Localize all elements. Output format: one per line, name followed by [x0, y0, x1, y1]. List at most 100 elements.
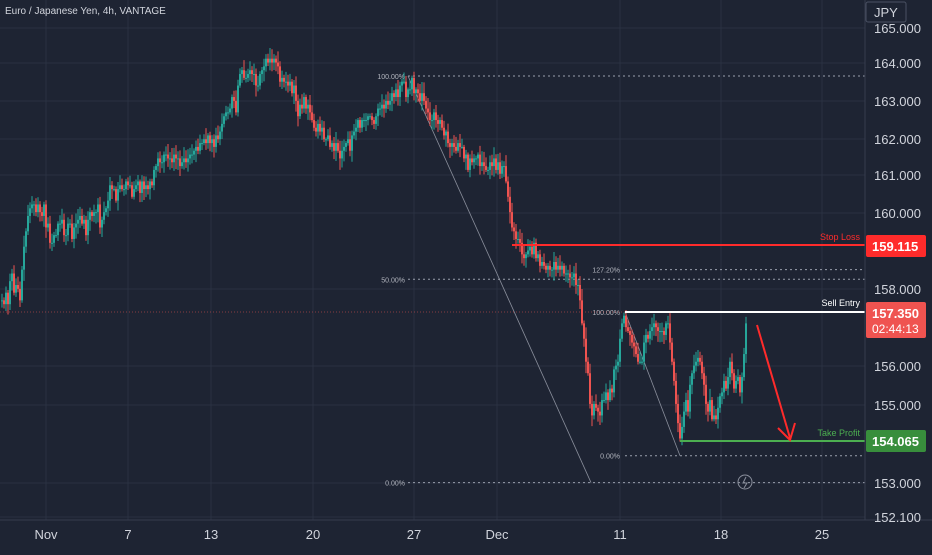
- candle-body: [141, 181, 143, 193]
- candle-body: [703, 373, 705, 385]
- time-tick-label: 13: [204, 527, 218, 542]
- candle-body: [635, 346, 637, 355]
- candle-body: [165, 154, 167, 156]
- symbol-title: Euro / Japanese Yen, 4h, VANTAGE: [5, 6, 166, 17]
- candle-body: [717, 407, 719, 420]
- candle-body: [679, 423, 681, 439]
- price-tick-label: 162.000: [874, 132, 921, 147]
- candle-body: [745, 323, 747, 355]
- candle-body: [603, 400, 605, 402]
- price-tick-label: 152.100: [874, 510, 921, 525]
- candle-body: [519, 238, 521, 243]
- candle-body: [601, 400, 603, 416]
- candle-body: [553, 261, 555, 270]
- candle-body: [573, 273, 575, 278]
- candle-body: [195, 146, 197, 151]
- candle-body: [109, 185, 111, 201]
- price-tick-label: 164.000: [874, 56, 921, 71]
- candle-body: [277, 62, 279, 67]
- candle-body: [115, 189, 117, 201]
- candle-body: [351, 135, 353, 151]
- candle-body: [651, 327, 653, 332]
- sell-entry-label: Sell Entry: [821, 298, 860, 308]
- candle-body: [713, 415, 715, 420]
- candle-body: [739, 377, 741, 393]
- candle-body: [55, 235, 57, 237]
- candle-body: [249, 70, 251, 75]
- candle-body: [591, 403, 593, 416]
- candle-body: [599, 411, 601, 416]
- price-tick-label: 153.000: [874, 476, 921, 491]
- candle-body: [155, 166, 157, 170]
- candle-body: [631, 334, 633, 343]
- candle-body: [515, 231, 517, 239]
- candle-body: [641, 361, 643, 363]
- candle-body: [445, 131, 447, 136]
- candle-body: [187, 158, 189, 163]
- candle-body: [439, 120, 441, 124]
- candle-body: [663, 331, 665, 335]
- candle-body: [103, 212, 105, 220]
- candle-body: [415, 89, 417, 94]
- candle-body: [217, 135, 219, 140]
- candle-body: [405, 81, 407, 98]
- candle-body: [365, 120, 367, 122]
- candle-body: [91, 212, 93, 216]
- candle-body: [5, 292, 7, 305]
- candle-body: [243, 70, 245, 78]
- candle-body: [73, 227, 75, 239]
- candle-body: [353, 131, 355, 136]
- candle-body: [27, 215, 29, 232]
- candle-body: [401, 81, 403, 86]
- candle-body: [617, 361, 619, 366]
- candle-body: [487, 169, 489, 171]
- price-tick-label: 156.000: [874, 359, 921, 374]
- candle-body: [43, 204, 45, 216]
- candle-body: [669, 323, 671, 343]
- candle-body: [583, 323, 585, 339]
- candle-body: [429, 112, 431, 121]
- candle-body: [357, 120, 359, 128]
- lightning-icon[interactable]: [737, 474, 753, 490]
- candle-body: [309, 104, 311, 113]
- candle-body: [37, 204, 39, 213]
- candle-body: [231, 97, 233, 109]
- candle-body: [505, 166, 507, 182]
- candle-body: [331, 143, 333, 147]
- candle-body: [473, 158, 475, 163]
- candle-body: [615, 365, 617, 370]
- candle-body: [127, 181, 129, 186]
- candle-body: [661, 331, 663, 333]
- candle-body: [471, 158, 473, 163]
- candle-body: [161, 162, 163, 164]
- price-axis[interactable]: 165.000 164.000 163.000 162.000 161.000 160.0…: [874, 21, 921, 525]
- candle-body: [63, 219, 65, 236]
- candle-body: [275, 58, 277, 63]
- candle-body: [65, 235, 67, 237]
- candle-body: [393, 93, 395, 98]
- candle-body: [527, 250, 529, 255]
- candle-body: [61, 219, 63, 224]
- candle-body: [427, 108, 429, 113]
- candle-body: [33, 204, 35, 206]
- candle-body: [287, 81, 289, 86]
- candle-body: [541, 261, 543, 266]
- currency-badge[interactable]: JPY: [865, 1, 907, 23]
- candle-body: [621, 323, 623, 339]
- take-profit-label: Take Profit: [817, 428, 860, 438]
- candle-body: [209, 135, 211, 144]
- time-axis[interactable]: Nov 7 13 20 27 Dec 11 18 25: [34, 527, 829, 542]
- candle-body: [143, 181, 145, 190]
- candle-body: [571, 277, 573, 279]
- candle-body: [607, 392, 609, 401]
- candle-body: [725, 380, 727, 389]
- candle-body: [343, 146, 345, 151]
- candle-body: [57, 223, 59, 236]
- candle-body: [433, 112, 435, 121]
- candle-body: [391, 93, 393, 101]
- candle-body: [705, 384, 707, 404]
- candle-body: [79, 215, 81, 220]
- price-tick-label: 155.000: [874, 398, 921, 413]
- candle-body: [13, 273, 15, 293]
